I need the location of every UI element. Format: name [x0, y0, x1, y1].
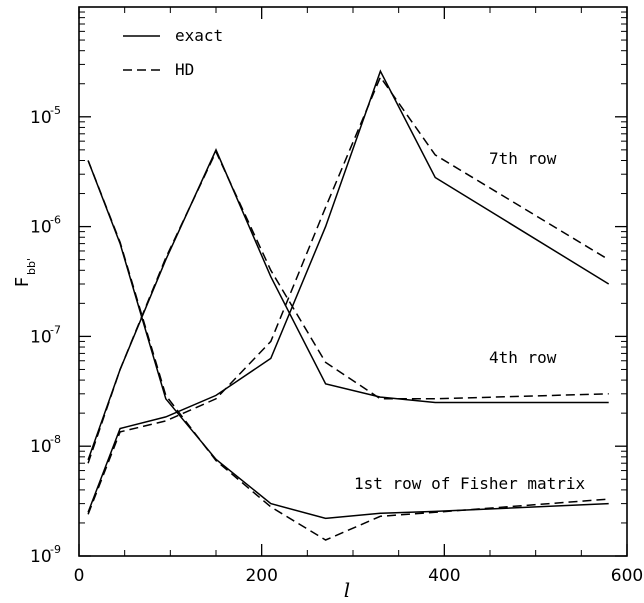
annotation-7th-row: 7th row [489, 149, 557, 168]
y-tick-label-base: 10 [30, 218, 52, 238]
x-tick-label: 400 [428, 566, 460, 586]
y-tick-label-exponent: -7 [50, 323, 61, 336]
y-tick-label-exponent: -8 [50, 433, 61, 446]
y-axis-title-subscript: bb' [25, 258, 38, 275]
y-axis-title: F bb' [12, 258, 38, 287]
series-4th-row-hd [87, 150, 609, 464]
series-4th-row-exact [87, 148, 609, 461]
y-tick-label-base: 10 [30, 108, 52, 128]
x-axis-title: l [344, 578, 350, 602]
legend: exact HD [123, 26, 223, 79]
y-axis-title-main: F [12, 277, 33, 287]
series-1st-row-hd [87, 160, 609, 541]
y-axis-ticks: 10-910-810-710-610-5 [30, 11, 627, 567]
y-tick-label-exponent: -9 [50, 543, 61, 556]
y-tick-label-base: 10 [30, 437, 52, 457]
series-7th-row-hd [87, 75, 610, 515]
series-7th-row-exact [87, 69, 610, 513]
x-tick-label: 600 [611, 566, 643, 586]
legend-hd-label: HD [175, 60, 194, 79]
y-tick-label-exponent: -5 [50, 104, 61, 117]
annotation-1st-row: 1st row of Fisher matrix [354, 474, 586, 493]
series-1st-row-exact [87, 160, 609, 520]
x-axis-ticks: 0 200 400 600 [74, 7, 643, 586]
series-layer [87, 69, 610, 541]
x-tick-label: 200 [245, 566, 277, 586]
y-tick-label-exponent: -6 [50, 214, 61, 227]
y-tick-label-base: 10 [30, 547, 52, 567]
y-tick-label-base: 10 [30, 327, 52, 347]
legend-exact-label: exact [175, 26, 223, 45]
x-tick-label: 0 [74, 566, 85, 586]
annotation-4th-row: 4th row [489, 348, 557, 367]
